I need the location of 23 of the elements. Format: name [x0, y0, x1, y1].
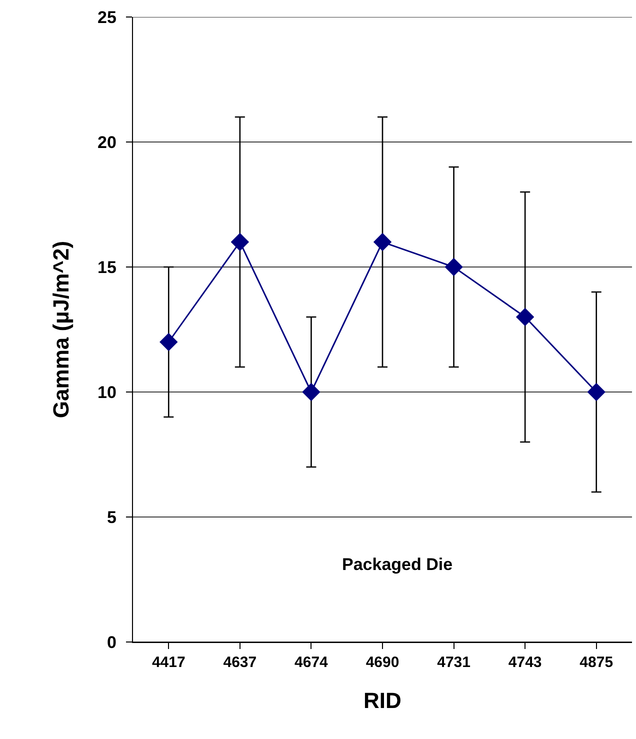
x-tick-label: 4743 — [508, 654, 542, 672]
x-tick-label: 4875 — [580, 654, 614, 672]
x-tick-label: 4417 — [152, 654, 186, 672]
y-tick-label: 25 — [98, 8, 116, 27]
point — [444, 258, 463, 276]
point — [587, 382, 606, 402]
y-tick-label: 20 — [98, 132, 116, 152]
point — [373, 232, 392, 252]
x-tick-label: 4731 — [437, 654, 470, 672]
point — [302, 382, 320, 402]
x-tick-label: 4674 — [294, 654, 329, 672]
point — [516, 308, 534, 326]
x-tick-label: 4637 — [223, 654, 257, 672]
x-axis-title: RID — [364, 688, 402, 714]
y-axis-title: Gamma (µJ/m^2) — [48, 240, 74, 418]
point — [160, 332, 178, 352]
y-tick-label: 0 — [106, 632, 116, 652]
x-tick-label: 4690 — [366, 654, 400, 672]
point — [230, 232, 250, 252]
y-tick-label: 15 — [98, 258, 116, 277]
annotation: Packaged Die — [342, 555, 453, 574]
y-tick-label: 5 — [106, 508, 116, 527]
y-tick-label: 10 — [98, 382, 116, 402]
